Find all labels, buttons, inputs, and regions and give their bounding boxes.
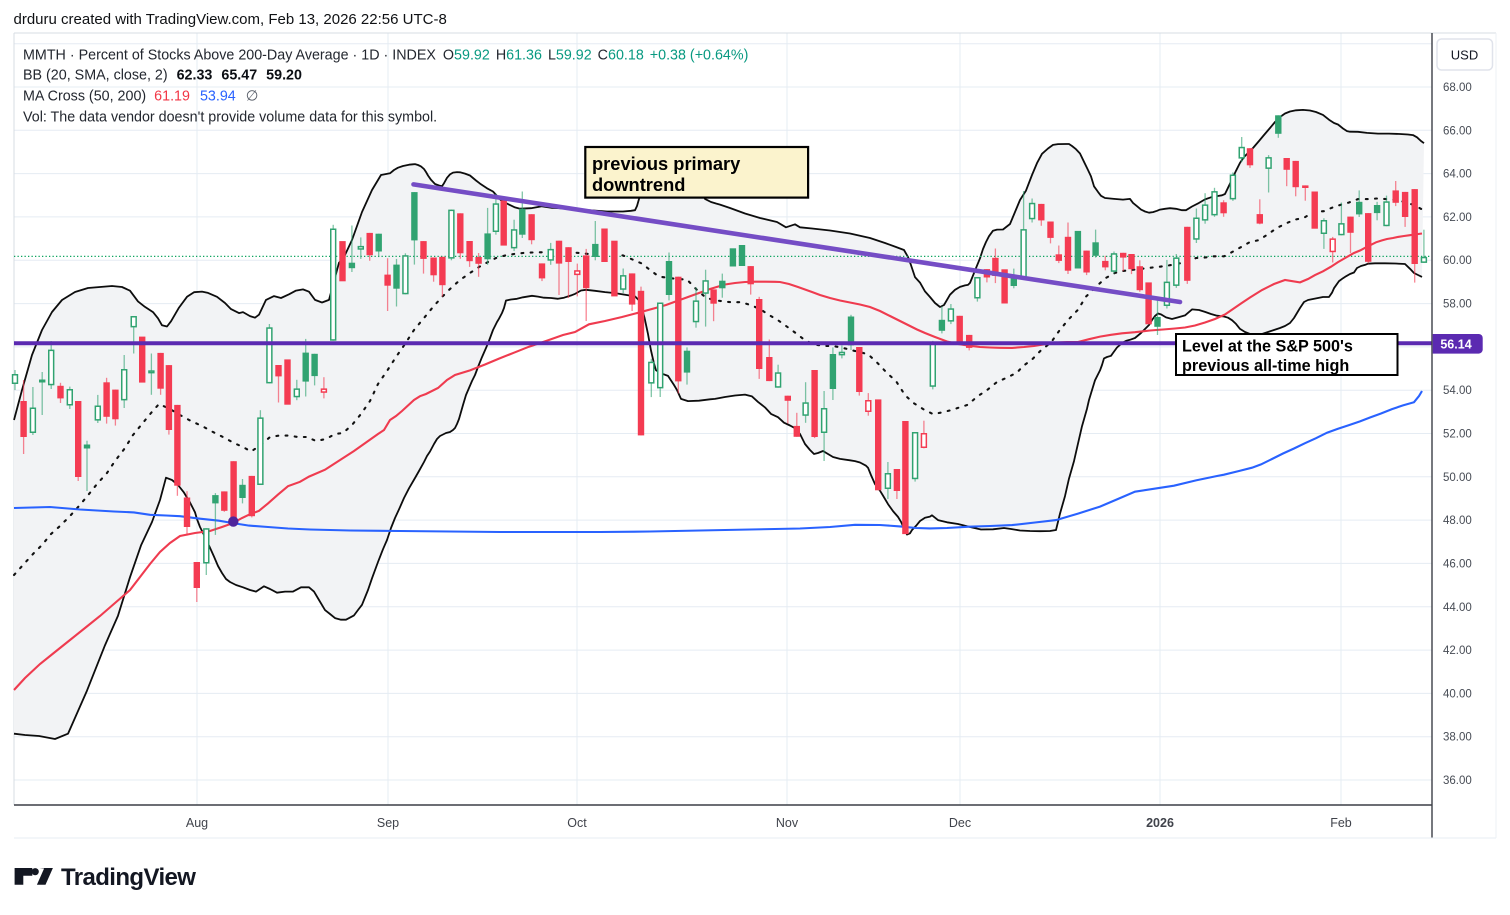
- svg-text:40.00: 40.00: [1443, 688, 1472, 700]
- svg-text:50.00: 50.00: [1443, 472, 1472, 484]
- svg-text:60.00: 60.00: [1443, 255, 1472, 267]
- svg-text:66.00: 66.00: [1443, 125, 1472, 137]
- svg-text:Level at the S&P 500's: Level at the S&P 500's: [1182, 338, 1353, 356]
- svg-text:56.14: 56.14: [1440, 337, 1471, 351]
- svg-text:Dec: Dec: [949, 816, 971, 830]
- svg-text:Vol: The data vendor doesn't p: Vol: The data vendor doesn't provide vol…: [23, 110, 437, 126]
- svg-text:Aug: Aug: [186, 816, 208, 830]
- svg-text:2026: 2026: [1146, 816, 1174, 830]
- svg-text:previous primary: previous primary: [592, 153, 741, 174]
- svg-text:54.00: 54.00: [1443, 385, 1472, 397]
- svg-text:42.00: 42.00: [1443, 645, 1472, 657]
- svg-text:46.00: 46.00: [1443, 558, 1472, 570]
- svg-text:52.00: 52.00: [1443, 429, 1472, 441]
- svg-text:36.00: 36.00: [1443, 775, 1472, 787]
- svg-text:MMTH · Percent of Stocks Above: MMTH · Percent of Stocks Above 200-Day A…: [23, 48, 748, 64]
- svg-text:62.00: 62.00: [1443, 212, 1472, 224]
- svg-text:Sep: Sep: [377, 816, 399, 830]
- svg-text:44.00: 44.00: [1443, 602, 1472, 614]
- svg-text:68.00: 68.00: [1443, 82, 1472, 94]
- svg-text:downtrend: downtrend: [592, 174, 685, 195]
- svg-text:previous all-time high: previous all-time high: [1182, 357, 1349, 375]
- svg-text:48.00: 48.00: [1443, 515, 1472, 527]
- svg-text:drduru created with TradingVie: drduru created with TradingView.com, Feb…: [14, 11, 447, 28]
- svg-text:Feb: Feb: [1330, 816, 1352, 830]
- svg-text:Oct: Oct: [567, 816, 587, 830]
- svg-text:38.00: 38.00: [1443, 732, 1472, 744]
- svg-text:58.00: 58.00: [1443, 299, 1472, 311]
- svg-text:Nov: Nov: [776, 816, 799, 830]
- svg-text:64.00: 64.00: [1443, 169, 1472, 181]
- svg-text:USD: USD: [1451, 48, 1478, 63]
- svg-text:TradingView: TradingView: [61, 864, 196, 891]
